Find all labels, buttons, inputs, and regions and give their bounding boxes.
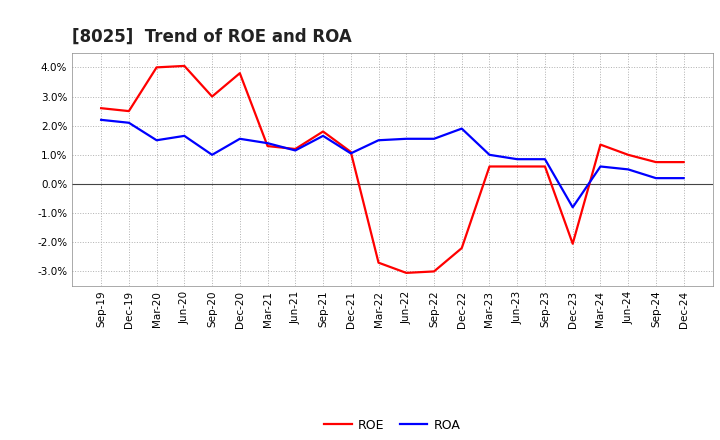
ROE [513, 164, 521, 169]
ROE [541, 164, 549, 169]
ROE [624, 152, 632, 158]
ROA [402, 136, 410, 141]
ROA [346, 151, 355, 156]
ROE [680, 159, 688, 165]
ROE [346, 149, 355, 154]
Legend: ROE, ROA: ROE, ROA [320, 414, 465, 436]
ROA [652, 176, 660, 181]
ROA [624, 167, 632, 172]
ROE [96, 106, 105, 111]
ROA [125, 120, 133, 125]
ROA [235, 136, 244, 141]
ROE [457, 246, 466, 251]
ROE [402, 270, 410, 275]
ROE [485, 164, 494, 169]
Line: ROA: ROA [101, 120, 684, 207]
ROE [596, 142, 605, 147]
ROA [319, 133, 328, 139]
Text: [8025]  Trend of ROE and ROA: [8025] Trend of ROE and ROA [72, 28, 352, 46]
ROA [430, 136, 438, 141]
ROA [264, 140, 272, 146]
ROA [291, 148, 300, 153]
ROE [264, 143, 272, 149]
ROE [652, 159, 660, 165]
ROA [180, 133, 189, 139]
ROE [319, 129, 328, 134]
ROE [235, 70, 244, 76]
ROA [208, 152, 217, 158]
ROA [680, 176, 688, 181]
ROE [180, 63, 189, 69]
ROA [568, 205, 577, 210]
ROA [153, 138, 161, 143]
ROE [374, 260, 383, 265]
ROE [153, 65, 161, 70]
ROE [430, 269, 438, 274]
ROA [513, 157, 521, 162]
Line: ROE: ROE [101, 66, 684, 273]
ROA [374, 138, 383, 143]
ROA [541, 157, 549, 162]
ROE [208, 94, 217, 99]
ROA [96, 117, 105, 122]
ROE [125, 108, 133, 114]
ROA [457, 126, 466, 131]
ROA [485, 152, 494, 158]
ROE [291, 147, 300, 152]
ROE [568, 241, 577, 246]
ROA [596, 164, 605, 169]
